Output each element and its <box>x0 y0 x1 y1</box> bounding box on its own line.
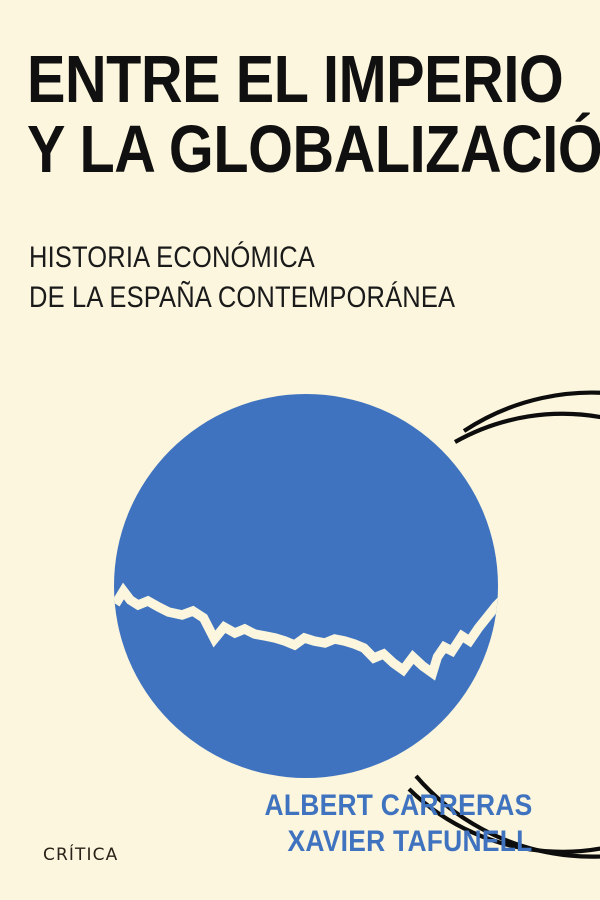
subtitle-line-1: HISTORIA ECONÓMICA <box>29 241 315 274</box>
authors-block: ALBERT CARRERAS XAVIER TAFUNELL <box>228 789 533 858</box>
inner-arc <box>407 411 600 854</box>
title-line-1: ENTRE EL IMPERIO <box>27 42 564 117</box>
blue-circle <box>114 394 498 778</box>
author-name-1: ALBERT CARRERAS <box>264 789 532 822</box>
author-name-2: XAVIER TAFUNELL <box>287 824 532 858</box>
subtitle-block: HISTORIA ECONÓMICA DE LA ESPAÑA CONTEMPO… <box>29 243 589 313</box>
chart-line <box>114 511 498 681</box>
subtitle-line-2: DE LA ESPAÑA CONTEMPORÁNEA <box>29 281 456 314</box>
outer-arc <box>414 390 600 859</box>
title-block: ENTRE EL IMPERIO Y LA GLOBALIZACIÓN <box>27 42 600 188</box>
publisher-logo: CRÍTICA <box>43 845 119 865</box>
title-line-2: Y LA GLOBALIZACIÓN <box>27 112 600 188</box>
